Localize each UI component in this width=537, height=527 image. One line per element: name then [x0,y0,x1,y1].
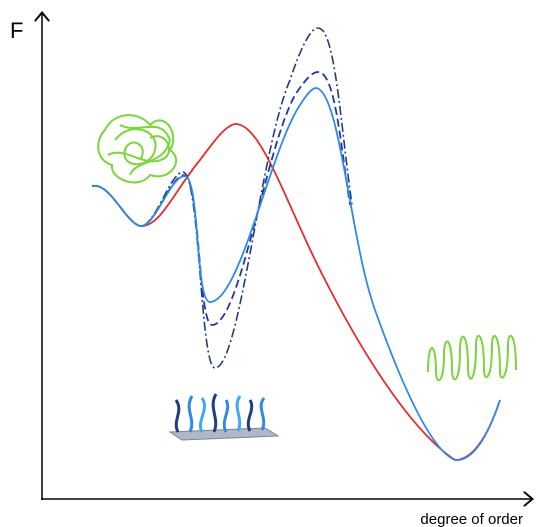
x-axis-label: degree of order [420,511,523,527]
curve-red [91,123,501,461]
curve-dashdot [91,27,353,369]
curve-dashed [91,71,351,326]
ordered-chain-icon [427,334,517,382]
brush-icon [168,393,280,441]
y-axis-label: F [10,18,23,43]
curve-blue [91,87,501,461]
coil-icon [97,114,177,184]
